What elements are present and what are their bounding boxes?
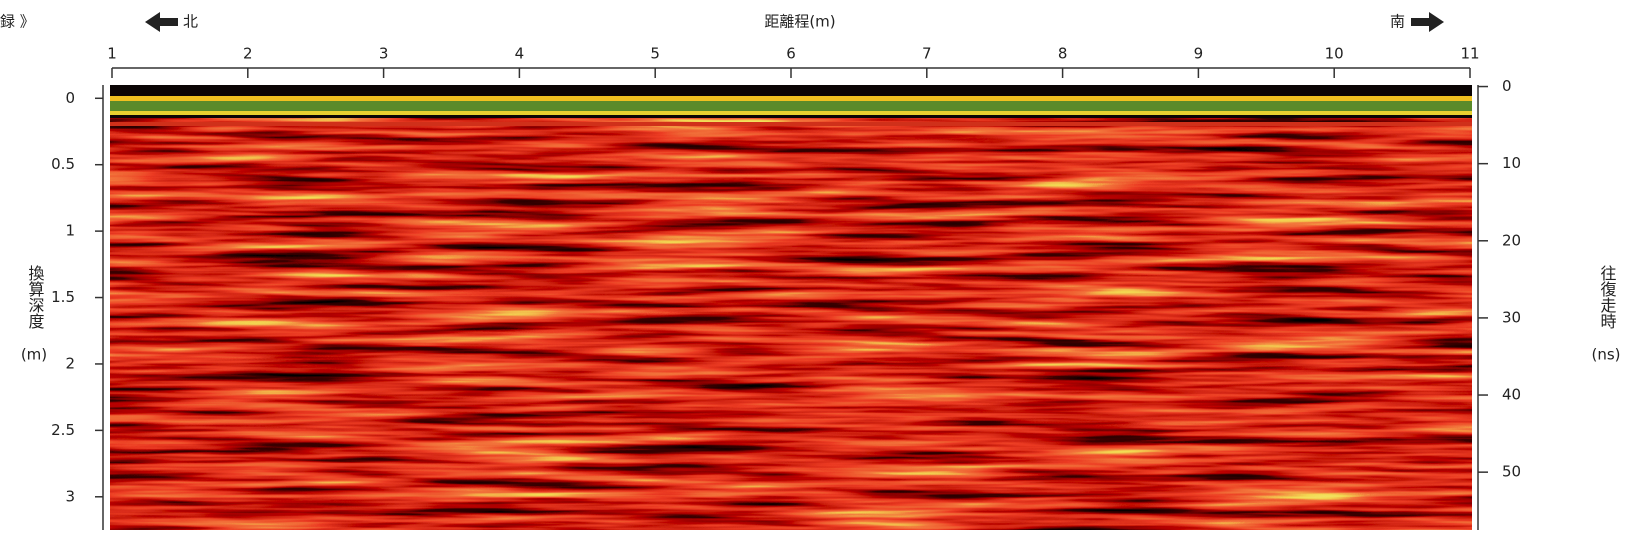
chart: 録 》 北 南 距離程(m) 換算深度 (m) 往復走時 (ns) 1 2 3 4 5 6…: [0, 0, 1646, 560]
y-tick-label: 0.5: [51, 155, 75, 173]
y2-tick-label: 30: [1502, 308, 1521, 326]
x-tick-label: 10: [1325, 45, 1344, 63]
y-tick-label: 0: [65, 89, 75, 107]
y-tick-label: 3: [65, 487, 75, 505]
x-tick-label: 9: [1194, 45, 1204, 63]
y-axis-title: 換算深度: [26, 265, 45, 329]
y2-tick-label: 0: [1502, 77, 1512, 95]
x-tick-label: 1: [107, 45, 117, 63]
x-tick-label: 2: [243, 45, 253, 63]
x-tick-label: 6: [786, 45, 796, 63]
y2-axis-unit: (ns): [1591, 346, 1620, 364]
surface-band: [110, 111, 1472, 115]
radargram-image: [110, 118, 1472, 530]
y2-tick-label: 20: [1502, 231, 1521, 249]
y2-tick-label: 50: [1502, 463, 1521, 481]
y-tick-label: 1: [65, 222, 75, 240]
x-tick-label: 4: [515, 45, 525, 63]
y2-axis-title: 往復走時: [1598, 265, 1617, 329]
y2-tick-label: 10: [1502, 154, 1521, 172]
y-tick-label: 2: [65, 354, 75, 372]
x-tick-label: 11: [1460, 45, 1479, 63]
surface-band: [110, 96, 1472, 101]
x-tick-label: 8: [1058, 45, 1068, 63]
south-label: 南: [1390, 13, 1405, 31]
north-label: 北: [183, 13, 198, 31]
corner-text: 録 》: [0, 13, 35, 31]
y-axis-unit: (m): [21, 346, 47, 364]
x-tick-label: 7: [922, 45, 932, 63]
y2-tick-label: 40: [1502, 386, 1521, 404]
surface-band: [110, 122, 1472, 126]
north-arrow: [145, 12, 178, 32]
x-tick-label: 3: [379, 45, 389, 63]
x-axis-title: 距離程(m): [764, 13, 835, 31]
south-arrow: [1411, 12, 1444, 32]
x-tick-label: 5: [650, 45, 660, 63]
y-tick-label: 2.5: [51, 421, 75, 439]
y-tick-label: 1.5: [51, 288, 75, 306]
surface-band: [110, 101, 1472, 111]
